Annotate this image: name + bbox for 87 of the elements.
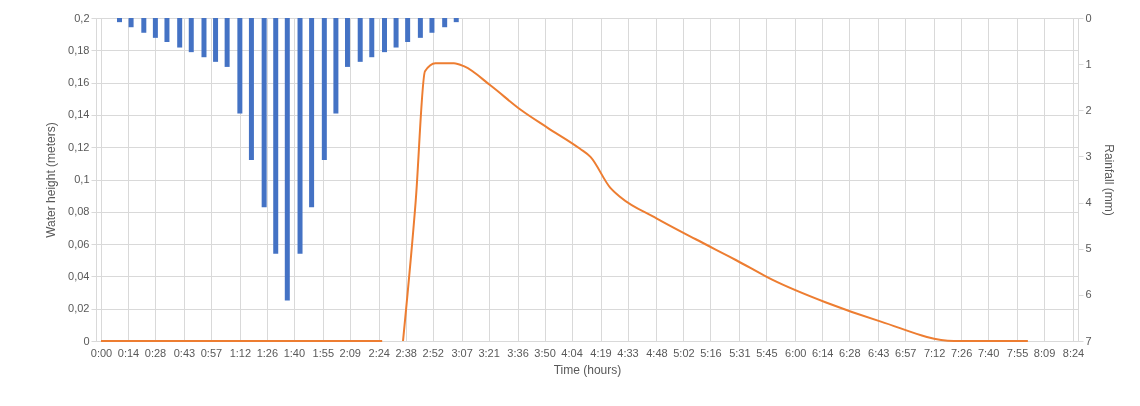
bar — [453, 18, 459, 23]
x-tick-label: 7:40 — [977, 346, 1000, 359]
bar — [188, 18, 194, 53]
x-tick-label: 0:00 — [90, 346, 113, 359]
x-tick-label: 0:28 — [144, 346, 167, 359]
x-tick-label: 1:12 — [229, 346, 252, 359]
x-tick-label: 6:43 — [868, 346, 890, 359]
x-tick-label: 2:52 — [422, 346, 444, 359]
y-tick-label: 0,08 — [68, 205, 90, 218]
bar — [333, 18, 339, 114]
x-tick-label: 3:07 — [451, 346, 473, 359]
bar — [309, 18, 315, 208]
y2-tick-label: 0 — [1085, 11, 1092, 24]
y2-tick-label: 6 — [1085, 288, 1092, 301]
bar — [321, 18, 327, 161]
x-tick-label: 5:31 — [729, 346, 751, 359]
bar — [213, 18, 219, 62]
y2-axis-title: Rainfall (mm) — [1101, 144, 1116, 216]
x-tick-label: 2:38 — [395, 346, 417, 359]
bar — [284, 18, 290, 301]
x-tick-label: 6:14 — [812, 346, 834, 359]
x-tick-label: 7:12 — [923, 346, 946, 359]
y-tick-label: 0,2 — [74, 11, 90, 24]
y2-tick-label: 4 — [1085, 196, 1092, 209]
bar — [393, 18, 399, 48]
bar — [442, 18, 448, 28]
y-tick-label: 0,14 — [68, 108, 90, 121]
x-tick-label: 1:40 — [283, 346, 306, 359]
bar — [201, 18, 207, 58]
x-tick-label: 7:26 — [950, 346, 973, 359]
bar — [248, 18, 254, 161]
x-tick-label: 6:00 — [785, 346, 807, 359]
y2-tick-label: 5 — [1085, 242, 1092, 255]
x-tick-label: 5:16 — [700, 346, 722, 359]
x-tick-label: 0:43 — [173, 346, 196, 359]
x-tick-label: 4:48 — [646, 346, 668, 359]
bar — [141, 18, 147, 33]
bar — [369, 18, 375, 58]
x-tick-label: 8:24 — [1062, 346, 1085, 359]
x-tick-label: 2:24 — [368, 346, 390, 359]
bar — [224, 18, 230, 67]
y2-tick-label: 3 — [1085, 149, 1092, 162]
x-tick-label: 2:09 — [339, 346, 361, 359]
x-tick-label: 6:57 — [895, 346, 917, 359]
x-tick-label: 3:50 — [534, 346, 556, 359]
y2-tick-label: 1 — [1085, 57, 1092, 70]
y-tick-label: 0 — [83, 334, 90, 347]
y2-tick-label: 2 — [1085, 103, 1092, 116]
x-tick-label: 1:26 — [256, 346, 279, 359]
bar — [297, 18, 303, 254]
y2-tick-label: 7 — [1085, 334, 1092, 347]
bar — [382, 18, 387, 53]
bar — [128, 18, 134, 28]
bar — [164, 18, 170, 42]
x-tick-label: 0:14 — [117, 346, 140, 359]
x-tick-label: 3:21 — [478, 346, 500, 359]
x-tick-label: 3:36 — [507, 346, 529, 359]
x-tick-label: 8:09 — [1033, 346, 1056, 359]
bar — [237, 18, 243, 114]
x-tick-label: 4:19 — [590, 346, 612, 359]
bar — [429, 18, 435, 33]
x-tick-label: 5:45 — [756, 346, 778, 359]
bar — [417, 18, 423, 38]
y-tick-label: 0,16 — [68, 76, 90, 89]
bar — [344, 18, 350, 67]
y-tick-label: 0,12 — [68, 140, 90, 153]
bar — [177, 18, 183, 48]
y-tick-label: 0,02 — [68, 302, 90, 315]
bar — [405, 18, 411, 42]
y-tick-label: 0,18 — [68, 43, 90, 56]
x-tick-label: 1:55 — [312, 346, 334, 359]
bar — [273, 18, 279, 254]
bar — [152, 18, 158, 38]
x-tick-label: 7:55 — [1006, 346, 1029, 359]
x-tick-label: 4:04 — [561, 346, 583, 359]
x-tick-label: 4:33 — [617, 346, 639, 359]
x-tick-label: 6:28 — [839, 346, 861, 359]
x-tick-label: 5:02 — [673, 346, 695, 359]
y-tick-label: 0,04 — [68, 269, 90, 282]
x-tick-label: 0:57 — [200, 346, 223, 359]
y-tick-label: 0,06 — [68, 237, 90, 250]
y-axis-title: Water height (meters) — [44, 122, 59, 238]
bar — [261, 18, 267, 208]
x-axis-title: Time (hours) — [553, 362, 622, 377]
bar — [117, 18, 123, 23]
y-tick-label: 0,1 — [74, 173, 90, 185]
bar — [357, 18, 363, 62]
